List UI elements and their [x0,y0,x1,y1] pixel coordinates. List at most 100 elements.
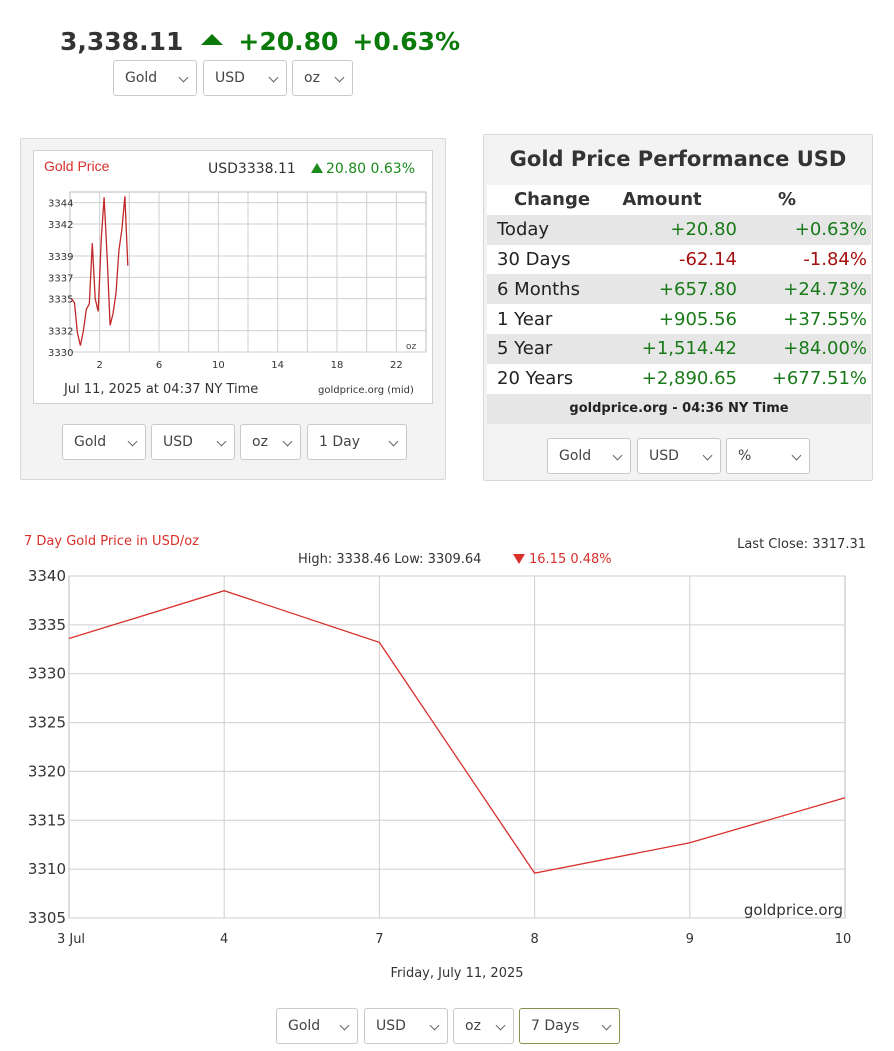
performance-period: 20 Years [497,368,574,390]
seven-day-y-tick: 3305 [28,909,66,927]
big-chart-metal-select[interactable]: Gold [276,1008,358,1044]
small-chart-metal-select[interactable]: Gold [62,424,146,460]
perf-currency-select[interactable]: USD [637,438,721,474]
chevron-down-icon [702,450,713,461]
small-chart-unit: oz [406,342,417,352]
seven-day-y-tick: 3315 [28,811,66,829]
seven-day-x-tick: 8 [530,932,538,947]
small-chart-x-tick: 14 [271,360,284,371]
small-chart-x-tick: 2 [96,360,102,371]
performance-row: 6 Months +657.80 +24.73% [487,274,871,305]
col-header-change: Change [513,189,591,211]
seven-day-x-tick: 7 [375,932,383,947]
small-chart-quote-change: 20.80 0.63% [326,161,415,177]
performance-pct: +677.51% [771,368,867,390]
small-chart-frame: Gold Price USD3338.11 20.80 0.63% 3330 33… [33,150,433,404]
last-close: Last Close: 3317.31 [737,537,866,552]
performance-amount: +1,514.42 [641,338,737,360]
down-arrow-icon [513,554,525,564]
performance-period: 30 Days [497,248,571,270]
chevron-down-icon [178,72,189,83]
performance-pct: +37.55% [783,308,867,330]
small-chart-x-tick: 10 [212,360,225,371]
performance-period: Today [497,219,550,241]
performance-table: Change Amount % Today +20.80 +0.63% 30 Days… [487,185,871,424]
chevron-down-icon [216,436,227,447]
small-chart-currency-select[interactable]: USD [151,424,235,460]
performance-pct: +84.00% [783,338,867,360]
col-header-pct: % [777,189,797,211]
small-chart-unit-select[interactable]: oz [240,424,301,460]
performance-amount: -62.14 [678,248,737,270]
price-change: +20.80 [238,26,339,56]
performance-row: 30 Days -62.14 -1.84% [487,244,871,275]
chevron-down-icon [388,436,399,447]
seven-day-y-tick: 3310 [28,860,66,878]
small-chart-x-tick: 6 [156,360,162,371]
performance-pct: +24.73% [783,278,867,300]
big-chart-title: 7 Day Gold Price in USD/oz [24,534,199,549]
performance-amount: +905.56 [658,308,737,330]
col-header-amount: Amount [622,189,702,211]
chevron-down-icon [334,72,345,83]
chevron-down-icon [268,72,279,83]
small-chart-line [70,196,129,346]
performance-amount: +20.80 [670,219,737,241]
stats-change: 16.15 0.48% [529,552,612,567]
performance-amount: +657.80 [658,278,737,300]
chevron-down-icon [495,1020,506,1031]
small-chart-source: goldprice.org (mid) [318,385,414,396]
high-low-stats: High: 3338.46 Low: 3309.64 [298,552,481,567]
performance-row: Today +20.80 +0.63% [487,214,871,245]
small-chart-x-tick: 18 [331,360,344,371]
seven-day-y-tick: 3325 [28,714,66,732]
currency-select[interactable]: USD [203,60,287,96]
big-chart-currency-select[interactable]: USD [364,1008,448,1044]
big-chart-range-select[interactable]: 7 Days [519,1008,620,1044]
seven-day-x-tick: 4 [220,932,228,947]
performance-row: 20 Years +2,890.65 +677.51% [487,363,871,394]
chevron-down-icon [282,436,293,447]
seven-day-grid [68,575,846,919]
perf-unit-select[interactable]: % [726,438,810,474]
seven-day-x-tick: 3 Jul [57,932,85,947]
unit-select[interactable]: oz [292,60,353,96]
small-chart-y-tick: 3337 [48,273,73,284]
performance-pct: +0.63% [794,219,867,241]
small-chart-y-tick: 3335 [48,295,73,306]
chevron-down-icon [127,436,138,447]
small-chart-x-tick: 22 [390,360,403,371]
performance-row: 5 Year +1,514.42 +84.00% [487,333,871,364]
small-chart-timestamp: Jul 11, 2025 at 04:37 NY Time [63,382,258,397]
small-chart-y-tick: 3342 [48,220,73,231]
chevron-down-icon [429,1020,440,1031]
chevron-down-icon [612,450,623,461]
seven-day-y-tick: 3330 [28,665,66,683]
current-price: 3,338.11 [60,26,184,56]
performance-pct: -1.84% [803,248,867,270]
small-chart: Gold Price USD3338.11 20.80 0.63% 3330 33… [44,158,427,397]
small-chart-y-tick: 3344 [48,199,73,210]
seven-day-chart: 7 Day Gold Price in USD/oz Last Close: 3… [24,534,866,981]
chevron-down-icon [601,1020,612,1031]
up-arrow-icon [311,163,323,173]
seven-day-plot-area [68,575,846,919]
seven-day-x-tick: 10 [835,932,852,947]
seven-day-line [68,590,846,874]
perf-metal-select[interactable]: Gold [547,438,631,474]
seven-day-x-tick: 9 [686,932,694,947]
chevron-down-icon [791,450,802,461]
performance-footer: goldprice.org - 04:36 NY Time [487,393,871,424]
performance-amount: +2,890.65 [641,368,737,390]
small-chart-title: Gold Price [44,158,110,174]
big-chart-unit-select[interactable]: oz [453,1008,514,1044]
up-arrow-icon [201,33,224,45]
metal-select[interactable]: Gold [113,60,197,96]
price-ticker: 3,338.11 +20.80 +0.63% [60,24,474,58]
performance-period: 5 Year [497,338,553,360]
small-chart-y-tick: 3332 [48,327,73,338]
chevron-down-icon [339,1020,350,1031]
small-chart-y-tick: 3330 [48,348,73,359]
price-change-pct: +0.63% [352,26,461,56]
small-chart-range-select[interactable]: 1 Day [307,424,407,460]
